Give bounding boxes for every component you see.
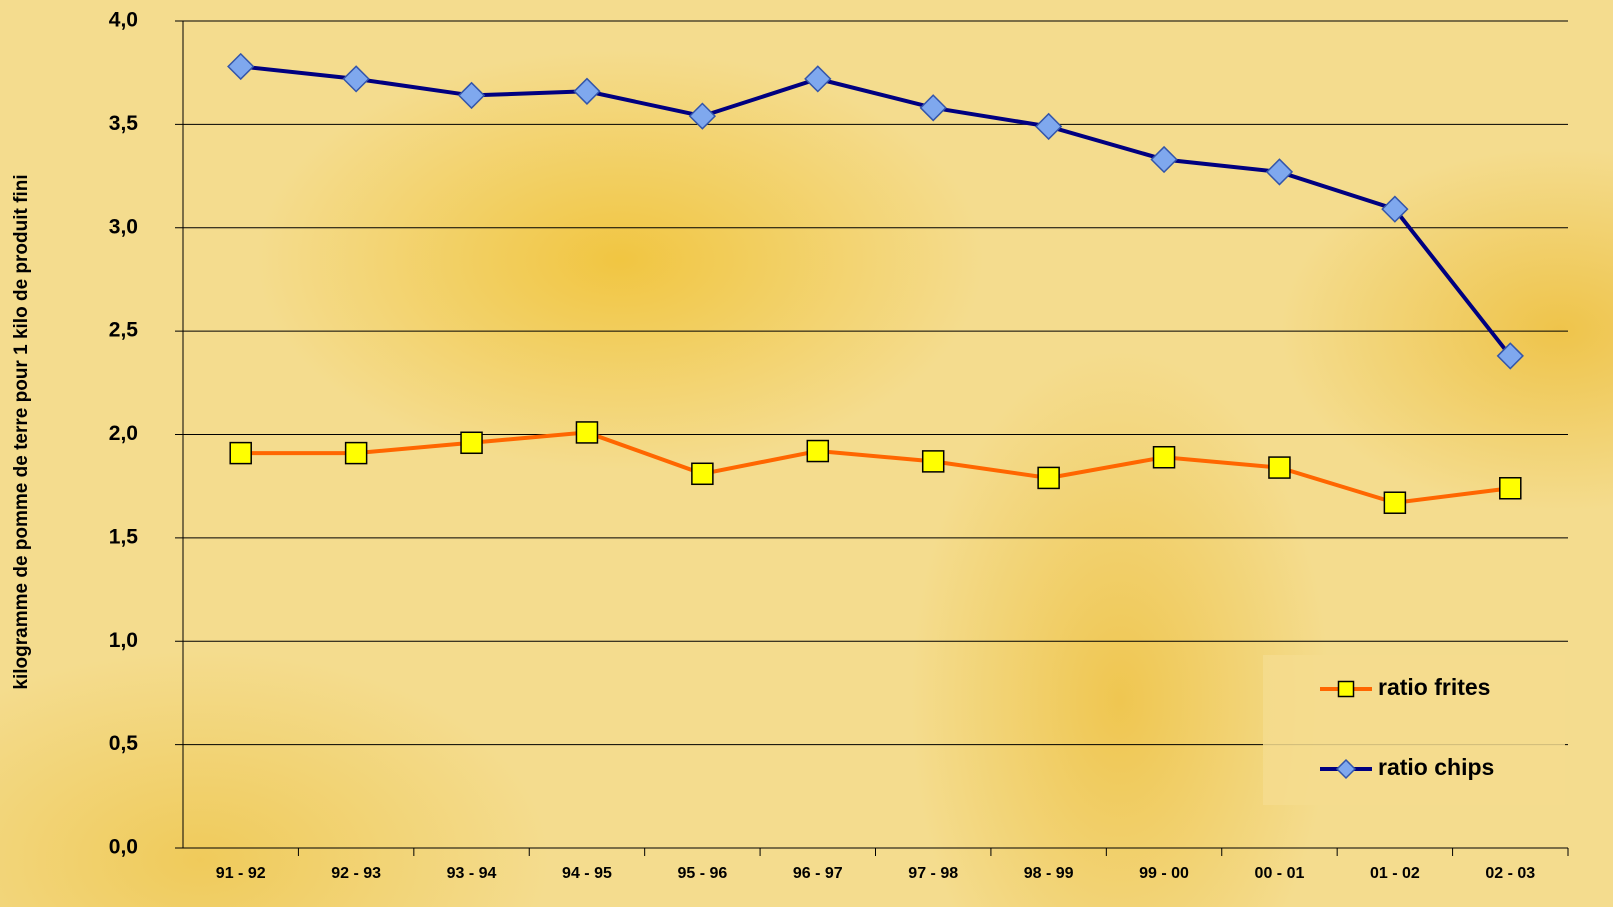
y-tick-label: 2,0 — [109, 422, 138, 445]
x-tick-label: 91 - 92 — [216, 865, 266, 882]
marker — [1269, 457, 1290, 478]
x-tick-label: 94 - 95 — [562, 865, 612, 882]
series-line — [241, 66, 1511, 355]
y-tick-label: 3,5 — [109, 112, 139, 135]
legend-marker — [1339, 682, 1354, 697]
marker — [459, 83, 484, 108]
x-tick-label: 97 - 98 — [908, 865, 958, 882]
legend-label: ratio frites — [1378, 674, 1490, 700]
marker — [574, 79, 599, 104]
y-tick-label: 2,5 — [109, 319, 139, 342]
y-tick-label: 0,5 — [109, 732, 139, 755]
x-tick-label: 00 - 01 — [1255, 865, 1305, 882]
series-line — [241, 432, 1511, 502]
legend: ratio frites ratio chips — [1263, 655, 1565, 805]
marker — [1151, 147, 1176, 172]
y-tick-label: 3,0 — [109, 215, 138, 238]
marker — [1267, 159, 1292, 184]
x-tick-label: 01 - 02 — [1370, 865, 1420, 882]
x-tick-label: 93 - 94 — [447, 865, 497, 882]
marker — [461, 432, 482, 453]
y-axis-label: kilogramme de pomme de terre pour 1 kilo… — [11, 174, 32, 689]
marker — [228, 54, 253, 79]
marker — [1154, 447, 1175, 468]
marker — [230, 443, 251, 464]
marker — [346, 443, 367, 464]
marker — [1500, 478, 1521, 499]
x-tick-label: 92 - 93 — [331, 865, 381, 882]
marker — [1038, 467, 1059, 488]
y-tick-label: 1,5 — [109, 525, 139, 548]
marker — [805, 66, 830, 91]
y-tick-label: 4,0 — [109, 9, 138, 32]
marker — [807, 441, 828, 462]
marker — [692, 463, 713, 484]
marker — [344, 66, 369, 91]
marker — [1036, 114, 1061, 139]
x-tick-label: 02 - 03 — [1485, 865, 1535, 882]
marker — [576, 422, 597, 443]
x-tick-label: 95 - 96 — [677, 865, 727, 882]
legend-label: ratio chips — [1378, 754, 1494, 780]
y-tick-label: 1,0 — [109, 629, 138, 652]
marker — [690, 104, 715, 129]
x-tick-label: 98 - 99 — [1024, 865, 1074, 882]
marker — [923, 451, 944, 472]
x-tick-label: 96 - 97 — [793, 865, 843, 882]
y-tick-label: 0,0 — [109, 836, 138, 859]
chart: kilogramme de pomme de terre pour 1 kilo… — [0, 0, 1613, 907]
marker — [1384, 492, 1405, 513]
marker — [921, 95, 946, 120]
x-tick-label: 99 - 00 — [1139, 865, 1189, 882]
